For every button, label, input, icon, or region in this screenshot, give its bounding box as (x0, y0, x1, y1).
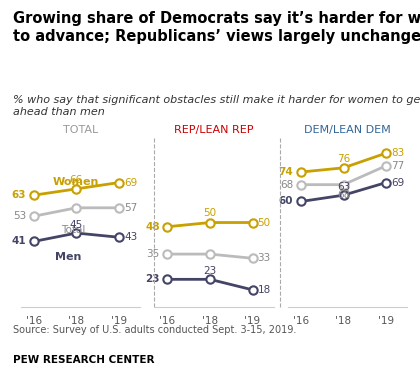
Text: 83: 83 (391, 148, 404, 158)
Title: DEM/LEAN DEM: DEM/LEAN DEM (304, 125, 391, 135)
Text: 48: 48 (145, 222, 160, 232)
Text: 60: 60 (279, 196, 293, 206)
Text: 77: 77 (391, 161, 404, 171)
Text: Growing share of Democrats say it’s harder for women
to advance; Republicans’ vi: Growing share of Democrats say it’s hard… (13, 11, 420, 44)
Text: Women: Women (53, 177, 99, 187)
Text: Source: Survey of U.S. adults conducted Sept. 3-15, 2019.: Source: Survey of U.S. adults conducted … (13, 325, 296, 335)
Text: 45: 45 (70, 220, 83, 230)
Text: 35: 35 (147, 249, 160, 259)
Text: 57: 57 (124, 203, 137, 213)
Text: Total: Total (61, 225, 86, 234)
Text: 76: 76 (337, 154, 350, 164)
Text: 53: 53 (13, 211, 26, 221)
Title: REP/LEAN REP: REP/LEAN REP (174, 125, 254, 135)
Text: 23: 23 (203, 266, 217, 276)
Text: 68: 68 (280, 180, 293, 190)
Title: TOTAL: TOTAL (63, 125, 98, 135)
Text: 74: 74 (278, 167, 293, 177)
Text: 43: 43 (124, 232, 137, 242)
Text: 23: 23 (145, 275, 160, 284)
Text: 18: 18 (257, 285, 271, 295)
Text: % who say that significant obstacles still make it harder for women to get
ahead: % who say that significant obstacles sti… (13, 95, 420, 117)
Text: 63: 63 (12, 190, 26, 200)
Text: 68: 68 (337, 190, 350, 200)
Text: PEW RESEARCH CENTER: PEW RESEARCH CENTER (13, 355, 154, 365)
Text: 69: 69 (124, 178, 137, 187)
Text: 66: 66 (70, 175, 83, 185)
Text: Men: Men (55, 252, 81, 262)
Text: 41: 41 (11, 236, 26, 246)
Text: 69: 69 (391, 178, 404, 187)
Text: 63: 63 (337, 182, 350, 192)
Text: 33: 33 (257, 253, 271, 263)
Text: 50: 50 (203, 208, 216, 218)
Text: 50: 50 (257, 218, 271, 227)
